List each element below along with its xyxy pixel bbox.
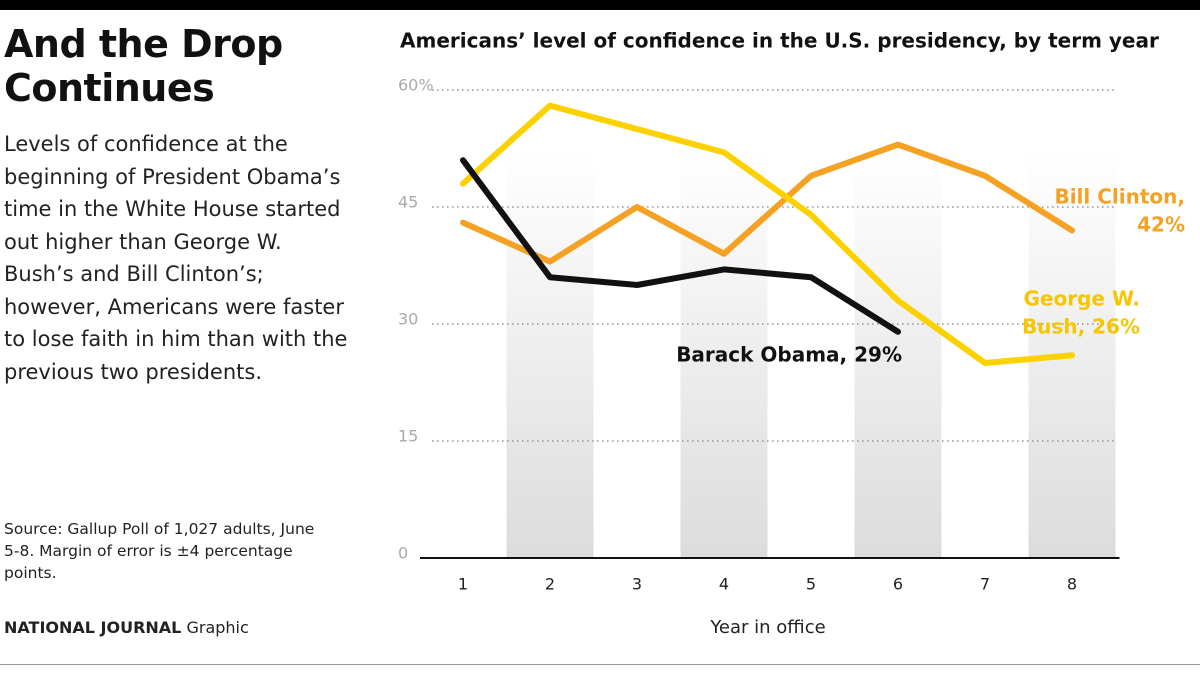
series-label: Bush, 26% [1022, 315, 1140, 339]
column-band [680, 150, 768, 558]
y-tick-label: 60% [398, 76, 434, 95]
series-label: Barack Obama, 29% [676, 343, 902, 367]
bottom-rule [0, 664, 1200, 665]
headline: And the Drop Continues [4, 22, 283, 110]
x-tick-label: 8 [1067, 575, 1077, 594]
y-tick-label: 30 [398, 310, 418, 329]
y-tick-label: 45 [398, 193, 418, 212]
y-tick-label: 0 [398, 544, 408, 563]
x-tick-label: 4 [719, 575, 729, 594]
x-tick-label: 6 [893, 575, 903, 594]
credit: NATIONAL JOURNAL Graphic [4, 618, 249, 637]
x-tick-label: 5 [806, 575, 816, 594]
series-label: Bill Clinton, [1054, 185, 1185, 209]
x-axis-label: Year in office [709, 617, 825, 638]
top-bar [0, 0, 1200, 10]
x-tick-label: 1 [458, 575, 468, 594]
x-tick-label: 3 [632, 575, 642, 594]
x-tick-label: 2 [545, 575, 555, 594]
series-label: 42% [1137, 213, 1185, 237]
column-band [506, 150, 594, 558]
description: Levels of confidence at the beginning of… [4, 132, 348, 384]
y-tick-label: 15 [398, 427, 418, 446]
series-line [460, 157, 901, 335]
credit-brand: NATIONAL JOURNAL [4, 618, 182, 637]
column-band [854, 150, 942, 558]
chart-title: Americans’ level of confidence in the U.… [400, 29, 1159, 53]
series-line [460, 141, 1075, 265]
series-label: George W. [1024, 287, 1140, 311]
credit-suffix: Graphic [186, 618, 249, 637]
source: Source: Gallup Poll of 1,027 adults, Jun… [4, 520, 315, 582]
x-tick-label: 7 [980, 575, 990, 594]
series-line [460, 102, 1075, 366]
